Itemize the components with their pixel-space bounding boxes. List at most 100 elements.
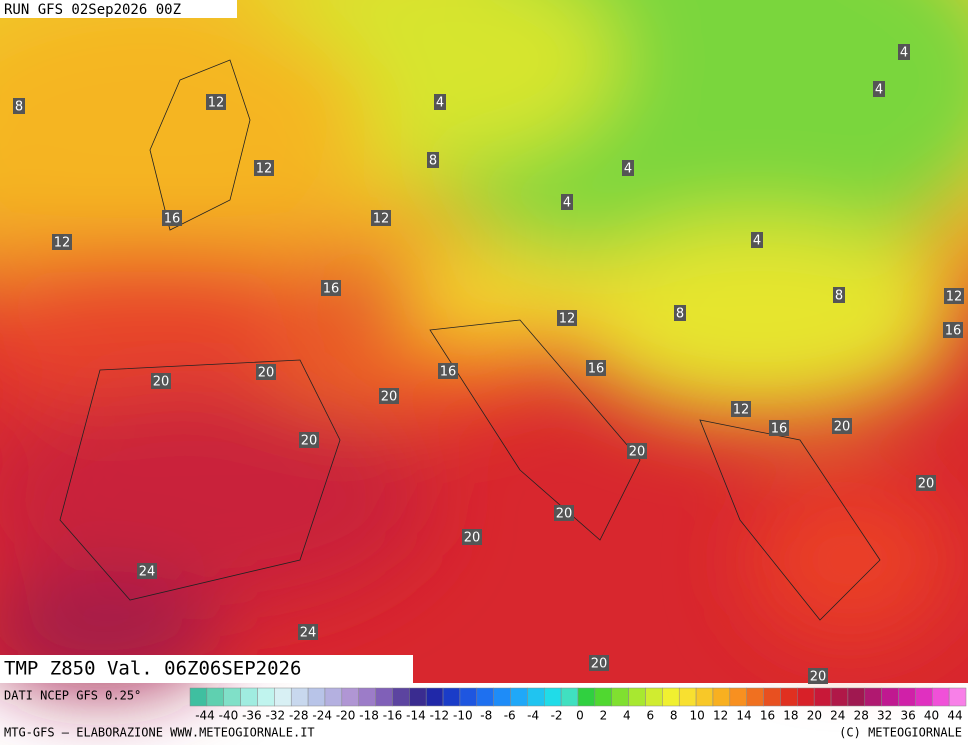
contour-label: 16 (588, 362, 605, 377)
scale-swatch (375, 687, 393, 707)
contour-label-box (627, 443, 647, 459)
scale-swatch (476, 687, 494, 707)
contour-label: 20 (810, 670, 827, 685)
scale-label: 36 (900, 709, 915, 723)
scale-swatch (341, 687, 359, 707)
scale-label: 20 (807, 709, 822, 723)
contour-label: 4 (875, 83, 883, 98)
contour-label-box (561, 194, 573, 210)
scale-label: 0 (576, 709, 584, 723)
contour-label-box (873, 81, 885, 97)
contour-label: 12 (256, 162, 273, 177)
contour-label: 20 (301, 434, 318, 449)
contour-label-box (622, 160, 634, 176)
contour-label-box (298, 624, 318, 640)
scale-label: 14 (736, 709, 751, 723)
contour-label-box (916, 475, 936, 491)
contour-label-box (13, 98, 25, 114)
scale-label: -18 (359, 709, 379, 723)
contour-label: 16 (771, 422, 788, 437)
scale-label: 6 (646, 709, 654, 723)
scale-label: -20 (336, 709, 356, 723)
scale-label: -28 (289, 709, 309, 723)
contour-label-box (943, 322, 963, 338)
contour-label: 8 (15, 100, 23, 115)
contour-label: 24 (300, 626, 317, 641)
contour-label-box (299, 432, 319, 448)
scale-swatch (915, 687, 933, 707)
contour-label: 12 (733, 403, 750, 418)
contour-label: 16 (945, 324, 962, 339)
contour-label: 20 (629, 445, 646, 460)
contour-label: 4 (624, 162, 632, 177)
credits: MTG-GFS – ELABORAZIONE WWW.METEOGIORNALE… (4, 726, 315, 740)
scale-swatch (628, 687, 646, 707)
scale-swatch (577, 687, 596, 707)
scale-swatch (881, 687, 899, 707)
contour-label: 20 (464, 531, 481, 546)
scale-label: 28 (854, 709, 869, 723)
contour-label-box (751, 232, 763, 248)
scale-swatch (223, 687, 241, 707)
contour-label: 8 (835, 289, 843, 304)
contour-label: 20 (918, 477, 935, 492)
scale-label: -12 (430, 709, 450, 723)
scale-swatch (678, 687, 697, 707)
contour-label-box (557, 310, 577, 326)
contour-label-box (438, 363, 458, 379)
scale-swatch (544, 687, 562, 707)
scale-swatch (813, 687, 832, 707)
scale-swatch (797, 687, 815, 707)
scale-label: 2 (600, 709, 608, 723)
scale-swatch (864, 687, 882, 707)
contour-label: 4 (753, 234, 761, 249)
scale-swatch (240, 687, 258, 707)
contour-label-box (427, 152, 439, 168)
contour-label-box (434, 94, 446, 110)
scale-swatch (493, 687, 511, 707)
scale-swatch (425, 687, 444, 707)
contour-label-box (462, 529, 482, 545)
source: DATI NCEP GFS 0.25° (4, 689, 141, 703)
scale-swatch (932, 687, 950, 707)
scale-swatch (307, 687, 326, 707)
scale-swatch (274, 687, 292, 707)
contour-label: 12 (208, 96, 225, 111)
contour-label: 20 (153, 375, 170, 390)
run-label: RUN GFS 02Sep2026 00Z (4, 2, 181, 18)
contour-label: 8 (429, 154, 437, 169)
contour-label: 8 (676, 307, 684, 322)
scale-swatch (763, 687, 781, 707)
scale-label: 12 (713, 709, 728, 723)
contour-label-box (321, 280, 341, 296)
scale-label: 16 (760, 709, 775, 723)
scale-swatch (290, 687, 309, 707)
scale-swatch (746, 687, 764, 707)
contour-label-box (52, 234, 72, 250)
contour-label: 4 (436, 96, 444, 111)
contour-label: 20 (258, 366, 275, 381)
contour-label: 16 (323, 282, 340, 297)
scale-swatch (189, 687, 208, 707)
scale-swatch (392, 687, 410, 707)
contour-label-box (898, 44, 910, 60)
contour-label: 4 (900, 46, 908, 61)
scale-label: -2 (551, 709, 563, 723)
contour-label: 4 (563, 196, 571, 211)
contour-label-box (256, 364, 276, 380)
contour-label-box (586, 360, 606, 376)
contour-label: 12 (946, 290, 963, 305)
contour-label: 24 (139, 565, 156, 580)
scale-label: -24 (312, 709, 332, 723)
contour-label: 20 (591, 657, 608, 672)
contour-label-box (833, 287, 845, 303)
scale-label: -10 (453, 709, 473, 723)
scale-swatch (459, 687, 478, 707)
scale-swatch (847, 687, 866, 707)
scale-swatch (358, 687, 376, 707)
contour-label: 16 (164, 212, 181, 227)
contour-label-box (832, 418, 852, 434)
scale-swatch (594, 687, 612, 707)
contour-label-box (944, 288, 964, 304)
